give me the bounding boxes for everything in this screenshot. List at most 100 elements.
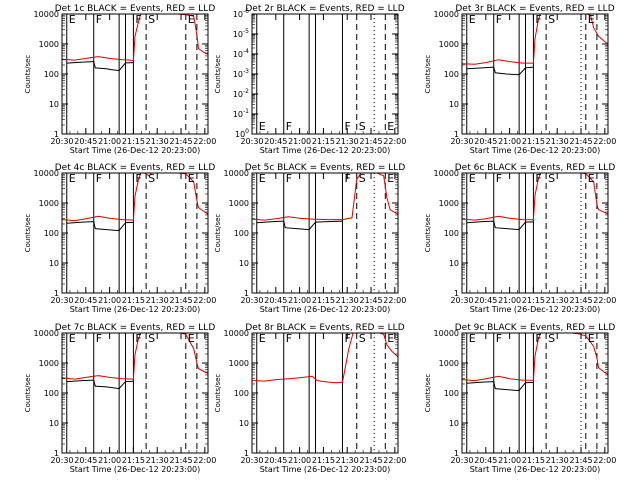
event-marker-label: F [286, 332, 292, 345]
y-tick-label: 100 [235, 128, 249, 139]
event-marker-label: S [148, 172, 155, 185]
event-marker-label: F [135, 13, 141, 26]
plot-area [462, 14, 608, 134]
x-tick-label: 21:45 [569, 296, 592, 305]
y-tick-label: 1000 [39, 40, 59, 49]
events-series-line [66, 221, 134, 232]
event-marker-label: S [148, 13, 155, 26]
y-axis-label: Counts/sec [424, 214, 432, 253]
y-tick-label: 1000 [229, 359, 249, 368]
plot-area [256, 14, 386, 134]
x-tick-label: 20:30 [240, 296, 263, 305]
x-tick-label: 21:15 [312, 456, 335, 465]
y-tick-label: 10-4 [233, 48, 249, 59]
y-axis-label: Counts/sec [24, 214, 32, 253]
event-marker-label: E [387, 332, 394, 345]
x-axis-label: Start Time (26-Dec-12 20:23:00) [260, 465, 391, 474]
y-axis-label: Counts/sec [214, 374, 222, 413]
x-tick-label: 20:30 [450, 296, 473, 305]
events-series-line [66, 61, 134, 72]
y-tick-label: 1 [54, 289, 59, 298]
lld-series-line [62, 14, 208, 62]
x-tick-label: 21:15 [122, 137, 145, 146]
event-marker-label: E [588, 332, 595, 345]
lld-series-line [462, 14, 608, 65]
y-tick-label: 10000 [224, 329, 249, 338]
lld-series-line [252, 173, 398, 221]
x-tick-label: 20:45 [74, 456, 97, 465]
y-axis-label: Counts/sec [214, 55, 222, 94]
x-tick-label: 21:15 [122, 296, 145, 305]
x-axis-label: Start Time (26-Dec-12 20:23:00) [470, 305, 601, 314]
x-tick-label: 20:30 [450, 137, 473, 146]
x-tick-label: 21:00 [98, 137, 121, 146]
x-tick-label: 21:30 [546, 296, 569, 305]
x-tick-label: 22:00 [383, 456, 406, 465]
x-tick-label: 21:30 [146, 296, 169, 305]
x-tick-label: 20:45 [74, 137, 97, 146]
x-tick-label: 21:00 [288, 296, 311, 305]
x-tick-label: 20:45 [264, 296, 287, 305]
y-tick-label: 1 [244, 449, 249, 458]
event-marker-label: E [188, 332, 195, 345]
x-tick-label: 21:45 [169, 456, 192, 465]
x-tick-label: 21:15 [312, 137, 335, 146]
event-marker-label: E [69, 172, 76, 185]
event-marker-label: E [259, 332, 266, 345]
x-tick-label: 22:00 [383, 137, 406, 146]
y-tick-label: 1000 [439, 359, 459, 368]
y-axis-label: Counts/sec [424, 55, 432, 94]
panel-title: Det 5c BLACK = Events, RED = LLD [245, 163, 406, 173]
y-tick-label: 100 [234, 389, 249, 398]
event-marker-label: S [548, 172, 555, 185]
x-tick-label: 21:45 [169, 137, 192, 146]
x-tick-label: 21:45 [569, 137, 592, 146]
x-axis-label: Start Time (26-Dec-12 20:23:00) [470, 146, 601, 155]
x-tick-label: 22:00 [593, 137, 616, 146]
y-tick-label: 1000 [39, 359, 59, 368]
y-tick-label: 10 [239, 259, 249, 268]
x-axis-label: Start Time (26-Dec-12 20:23:00) [70, 305, 201, 314]
x-tick-label: 21:45 [169, 296, 192, 305]
x-tick-label: 22:00 [593, 456, 616, 465]
y-tick-label: 10 [49, 100, 59, 109]
panel-title: Det 3r BLACK = Events, RED = LLD [455, 4, 614, 14]
x-tick-label: 21:30 [546, 137, 569, 146]
lld-series-line [462, 173, 608, 221]
event-marker-label: E [588, 172, 595, 185]
y-tick-label: 10000 [34, 10, 59, 19]
x-tick-label: 21:00 [288, 137, 311, 146]
y-tick-label: 100 [444, 229, 459, 238]
event-marker-label: F [135, 172, 141, 185]
panel-title: Det 1c BLACK = Events, RED = LLD [55, 4, 216, 14]
plot-area [252, 173, 398, 293]
y-tick-label: 1 [454, 130, 459, 139]
y-tick-label: 10000 [434, 329, 459, 338]
y-tick-label: 10-1 [233, 108, 249, 119]
event-marker-label: S [359, 172, 366, 185]
x-axis-label: Start Time (26-Dec-12 20:23:00) [70, 146, 201, 155]
x-tick-label: 22:00 [593, 296, 616, 305]
x-tick-label: 21:15 [522, 456, 545, 465]
plot-area [62, 333, 208, 453]
x-tick-label: 21:30 [146, 456, 169, 465]
y-tick-label: 10000 [34, 169, 59, 178]
y-tick-label: 100 [44, 389, 59, 398]
events-series-line [466, 381, 534, 392]
x-tick-label: 20:30 [50, 137, 73, 146]
x-tick-label: 20:45 [74, 296, 97, 305]
event-marker-label: E [188, 13, 195, 26]
event-marker-label: E [469, 172, 476, 185]
events-series-line [66, 379, 134, 390]
x-axis-label: Start Time (26-Dec-12 20:23:00) [70, 465, 201, 474]
y-tick-label: 100 [444, 389, 459, 398]
plot-area [462, 333, 608, 453]
x-tick-label: 21:15 [522, 296, 545, 305]
y-tick-label: 1000 [439, 199, 459, 208]
event-marker-label: F [286, 120, 292, 133]
y-axis-label: Counts/sec [24, 55, 32, 94]
event-marker-label: S [548, 332, 555, 345]
